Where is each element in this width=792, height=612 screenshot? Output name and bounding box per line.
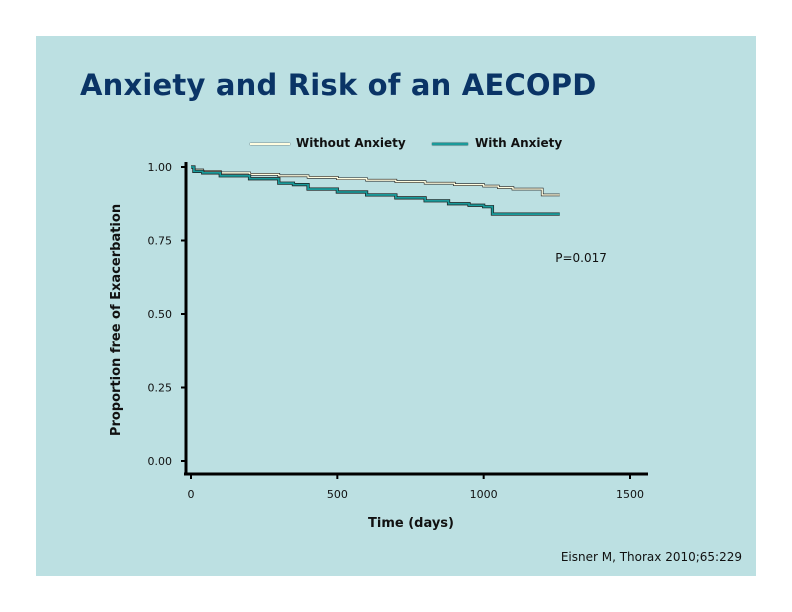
y-tick-label: 0.75 <box>148 235 173 248</box>
slide-title: Anxiety and Risk of an AECOPD <box>80 68 597 102</box>
legend-label-without-anxiety: Without Anxiety <box>296 136 406 150</box>
survival-chart: Without Anxiety With Anxiety 0.00 0.25 0.5… <box>109 136 648 531</box>
y-tick-label: 0.00 <box>148 455 173 468</box>
x-tick-label: 1000 <box>470 488 498 501</box>
citation: Eisner M, Thorax 2010;65:229 <box>560 550 742 564</box>
x-tick-label: 500 <box>327 488 348 501</box>
series-line-with-anxiety <box>191 166 560 215</box>
x-tick-label: 0 <box>188 488 195 501</box>
p-value-annotation: P=0.017 <box>555 251 607 265</box>
tick-layer: 0.00 0.25 0.50 0.75 1.00 0 500 1000 1500 <box>148 161 645 501</box>
legend: Without Anxiety With Anxiety <box>250 136 562 150</box>
y-tick-label: 0.50 <box>148 308 173 321</box>
legend-label-with-anxiety: With Anxiety <box>475 136 562 150</box>
y-tick-label: 1.00 <box>148 161 173 174</box>
y-tick-label: 0.25 <box>148 382 173 395</box>
x-tick-label: 1500 <box>616 488 644 501</box>
series-layer <box>191 165 560 216</box>
x-axis-label: Time (days) <box>368 516 454 531</box>
y-axis-label: Proportion free of Exacerbation <box>109 204 124 436</box>
slide: Anxiety and Risk of an AECOPD Without An… <box>36 36 756 576</box>
series-line-outline-without-anxiety <box>191 165 560 197</box>
